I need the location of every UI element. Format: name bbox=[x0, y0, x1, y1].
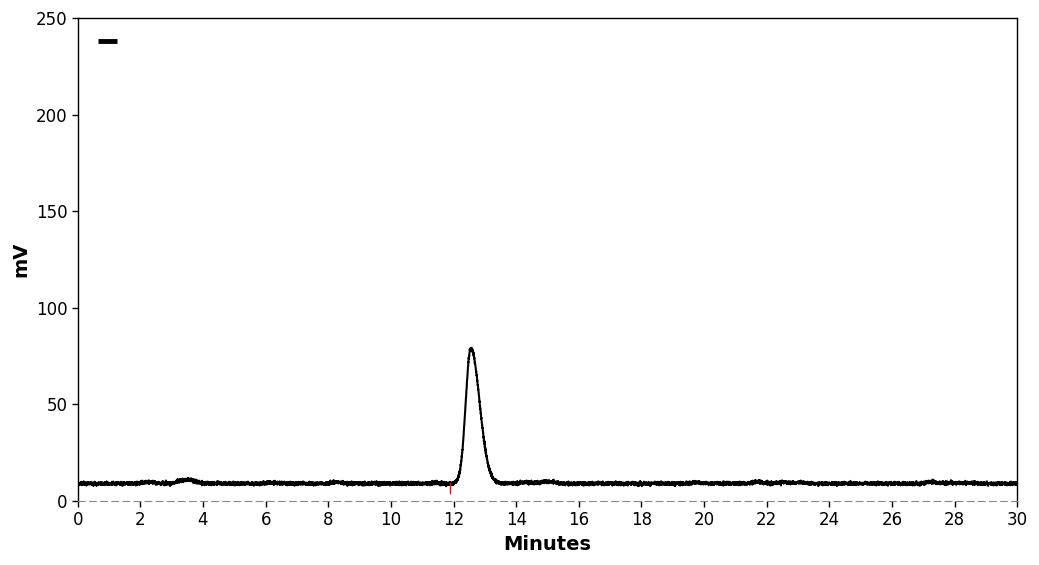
Y-axis label: mV: mV bbox=[11, 242, 30, 277]
X-axis label: Minutes: Minutes bbox=[504, 535, 591, 554]
